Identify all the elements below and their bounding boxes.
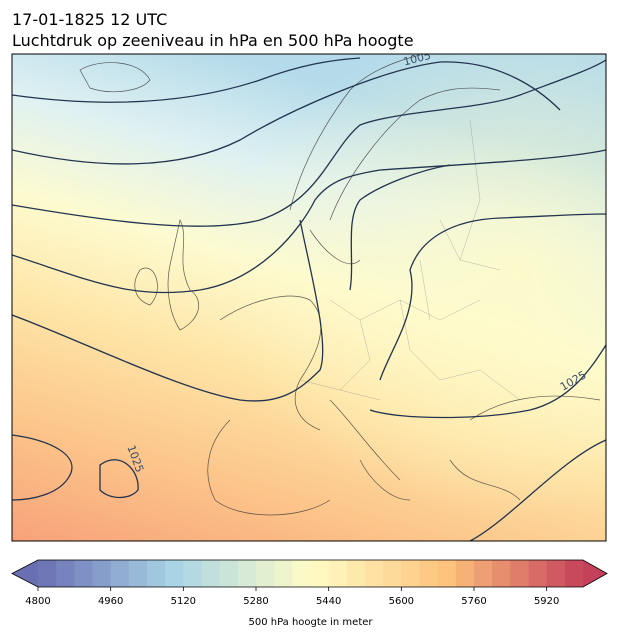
colorbar-segment (546, 560, 566, 587)
colorbar-extend-low (12, 560, 38, 587)
colorbar-segment (492, 560, 511, 587)
colorbar-segment (256, 560, 275, 587)
colorbar-segment (564, 560, 584, 587)
isobar (469, 439, 606, 541)
colorbar-segment (165, 560, 184, 587)
colorbar: 4800 4960 5120 5280 5440 5600 5760 5920 500 hPa … (11, 559, 608, 628)
isobar (349, 164, 606, 381)
colorbar-segment (437, 560, 457, 587)
colorbar-tick-label: 5600 (389, 596, 414, 607)
map-frame (11, 53, 607, 542)
isobar (12, 434, 73, 501)
colorbar-segment (274, 560, 293, 587)
colorbar-segment (383, 560, 402, 587)
isobar (12, 61, 561, 165)
colorbar-segment (419, 560, 439, 587)
date-title: 17-01-1825 12 UTC (12, 10, 167, 29)
isobar (12, 219, 324, 402)
colorbar-segment (201, 560, 221, 587)
colorbar-segment (346, 560, 366, 587)
colorbar-tick-label: 5920 (534, 596, 559, 607)
colorbar-extend-high (583, 560, 607, 587)
colorbar-label: 500 hPa hoogte in meter (248, 617, 373, 628)
colorbar-segment (74, 560, 93, 587)
isobar (12, 57, 361, 103)
colorbar-outline (11, 559, 608, 588)
colorbar-segment (219, 560, 239, 587)
colorbar-segment (128, 560, 148, 587)
coastline (79, 54, 601, 516)
colorbar-tick-label: 4960 (98, 596, 123, 607)
isobar (12, 59, 606, 227)
colorbar-segment (147, 560, 166, 587)
colorbar-tick-label: 5120 (171, 596, 196, 607)
colorbar-segment (183, 560, 202, 587)
colorbar-tick-label: 5760 (461, 596, 486, 607)
colorbar-segment (510, 560, 529, 587)
colorbar-segment (401, 560, 420, 587)
colorbar-tick-label: 4800 (25, 596, 50, 607)
colorbar-segment (474, 560, 493, 587)
colorbar-segment (528, 560, 548, 587)
map-title: Luchtdruk op zeeniveau in hPa en 500 hPa… (12, 31, 414, 50)
colorbar-segment (328, 560, 348, 587)
colorbar-tick-label: 5280 (243, 596, 268, 607)
colorbar-segment (310, 560, 330, 587)
colorbar-segment (365, 560, 384, 587)
map-fill-overlay (12, 54, 606, 541)
isobar (369, 344, 606, 419)
colorbar-segment (237, 560, 257, 587)
colorbar-segment (56, 560, 75, 587)
colorbar-segment (92, 560, 112, 587)
colorbar-tick-label: 5440 (316, 596, 341, 607)
isobar (99, 459, 139, 499)
colorbar-segment (110, 560, 130, 587)
isobar (12, 149, 606, 294)
colorbar-segment (38, 560, 57, 587)
colorbar-segment (292, 560, 311, 587)
country-borders (299, 119, 521, 401)
colorbar-segment (455, 560, 475, 587)
map: 1005 1025 1025 (12, 54, 606, 541)
